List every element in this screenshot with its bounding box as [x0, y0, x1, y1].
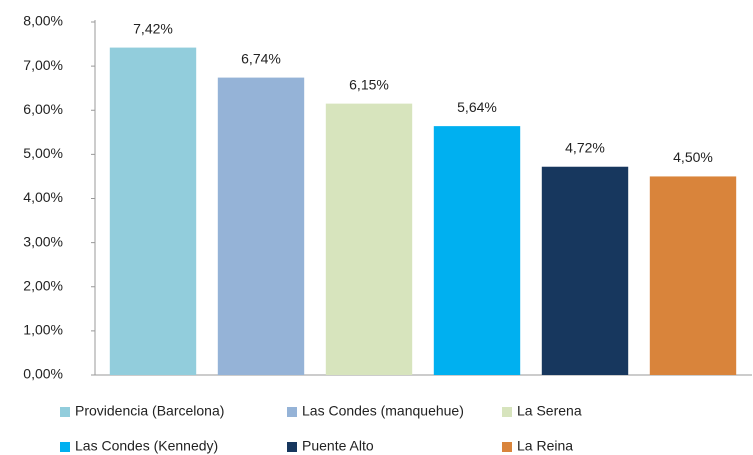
legend-label: La Reina — [517, 438, 573, 454]
data-label: 5,64% — [457, 99, 497, 115]
bar — [649, 176, 737, 375]
bar — [433, 126, 521, 375]
bar — [325, 103, 413, 375]
y-tick-label: 0,00% — [23, 366, 63, 382]
data-label: 7,42% — [133, 20, 173, 36]
data-label: 6,74% — [241, 50, 281, 66]
legend-label: Las Condes (Kennedy) — [75, 438, 218, 454]
bar — [217, 77, 305, 375]
legend-swatch — [287, 407, 297, 417]
legend-swatch — [60, 407, 70, 417]
data-label: 4,50% — [673, 149, 713, 165]
y-tick-label: 5,00% — [23, 145, 63, 161]
legend-label: Providencia (Barcelona) — [75, 403, 224, 419]
legend-label: Las Condes (manquehue) — [302, 403, 464, 419]
data-label: 4,72% — [565, 139, 605, 155]
y-tick-label: 1,00% — [23, 322, 63, 338]
y-tick-label: 3,00% — [23, 233, 63, 249]
y-tick-label: 8,00% — [23, 13, 63, 29]
y-tick-label: 4,00% — [23, 189, 63, 205]
y-tick-label: 2,00% — [23, 277, 63, 293]
bar — [541, 166, 629, 375]
bar — [109, 47, 197, 375]
legend-swatch — [502, 442, 512, 452]
legend-label: Puente Alto — [302, 438, 374, 454]
legend-swatch — [60, 442, 70, 452]
data-label: 6,15% — [349, 76, 389, 92]
y-tick-label: 7,00% — [23, 57, 63, 73]
legend-swatch — [287, 442, 297, 452]
legend-label: La Serena — [517, 403, 582, 419]
legend-swatch — [502, 407, 512, 417]
y-tick-label: 6,00% — [23, 101, 63, 117]
